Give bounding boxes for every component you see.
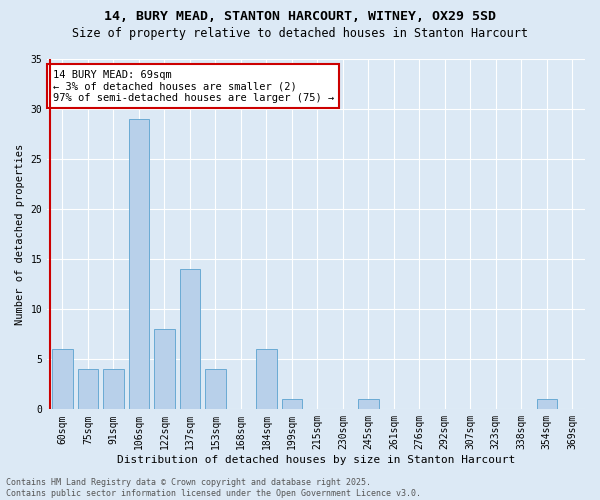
Text: Size of property relative to detached houses in Stanton Harcourt: Size of property relative to detached ho…	[72, 28, 528, 40]
Bar	[103, 370, 124, 410]
Bar	[536, 400, 557, 409]
Bar	[154, 330, 175, 409]
Text: Contains HM Land Registry data © Crown copyright and database right 2025.
Contai: Contains HM Land Registry data © Crown c…	[6, 478, 421, 498]
Text: 14, BURY MEAD, STANTON HARCOURT, WITNEY, OX29 5SD: 14, BURY MEAD, STANTON HARCOURT, WITNEY,…	[104, 10, 496, 23]
Bar	[129, 119, 149, 410]
Bar	[78, 370, 98, 410]
Bar	[52, 350, 73, 410]
Bar	[281, 400, 302, 409]
X-axis label: Distribution of detached houses by size in Stanton Harcourt: Distribution of detached houses by size …	[117, 455, 515, 465]
Bar	[358, 400, 379, 409]
Text: 14 BURY MEAD: 69sqm
← 3% of detached houses are smaller (2)
97% of semi-detached: 14 BURY MEAD: 69sqm ← 3% of detached hou…	[53, 70, 334, 102]
Bar	[256, 350, 277, 410]
Y-axis label: Number of detached properties: Number of detached properties	[15, 144, 25, 325]
Bar	[205, 370, 226, 410]
Bar	[180, 269, 200, 410]
